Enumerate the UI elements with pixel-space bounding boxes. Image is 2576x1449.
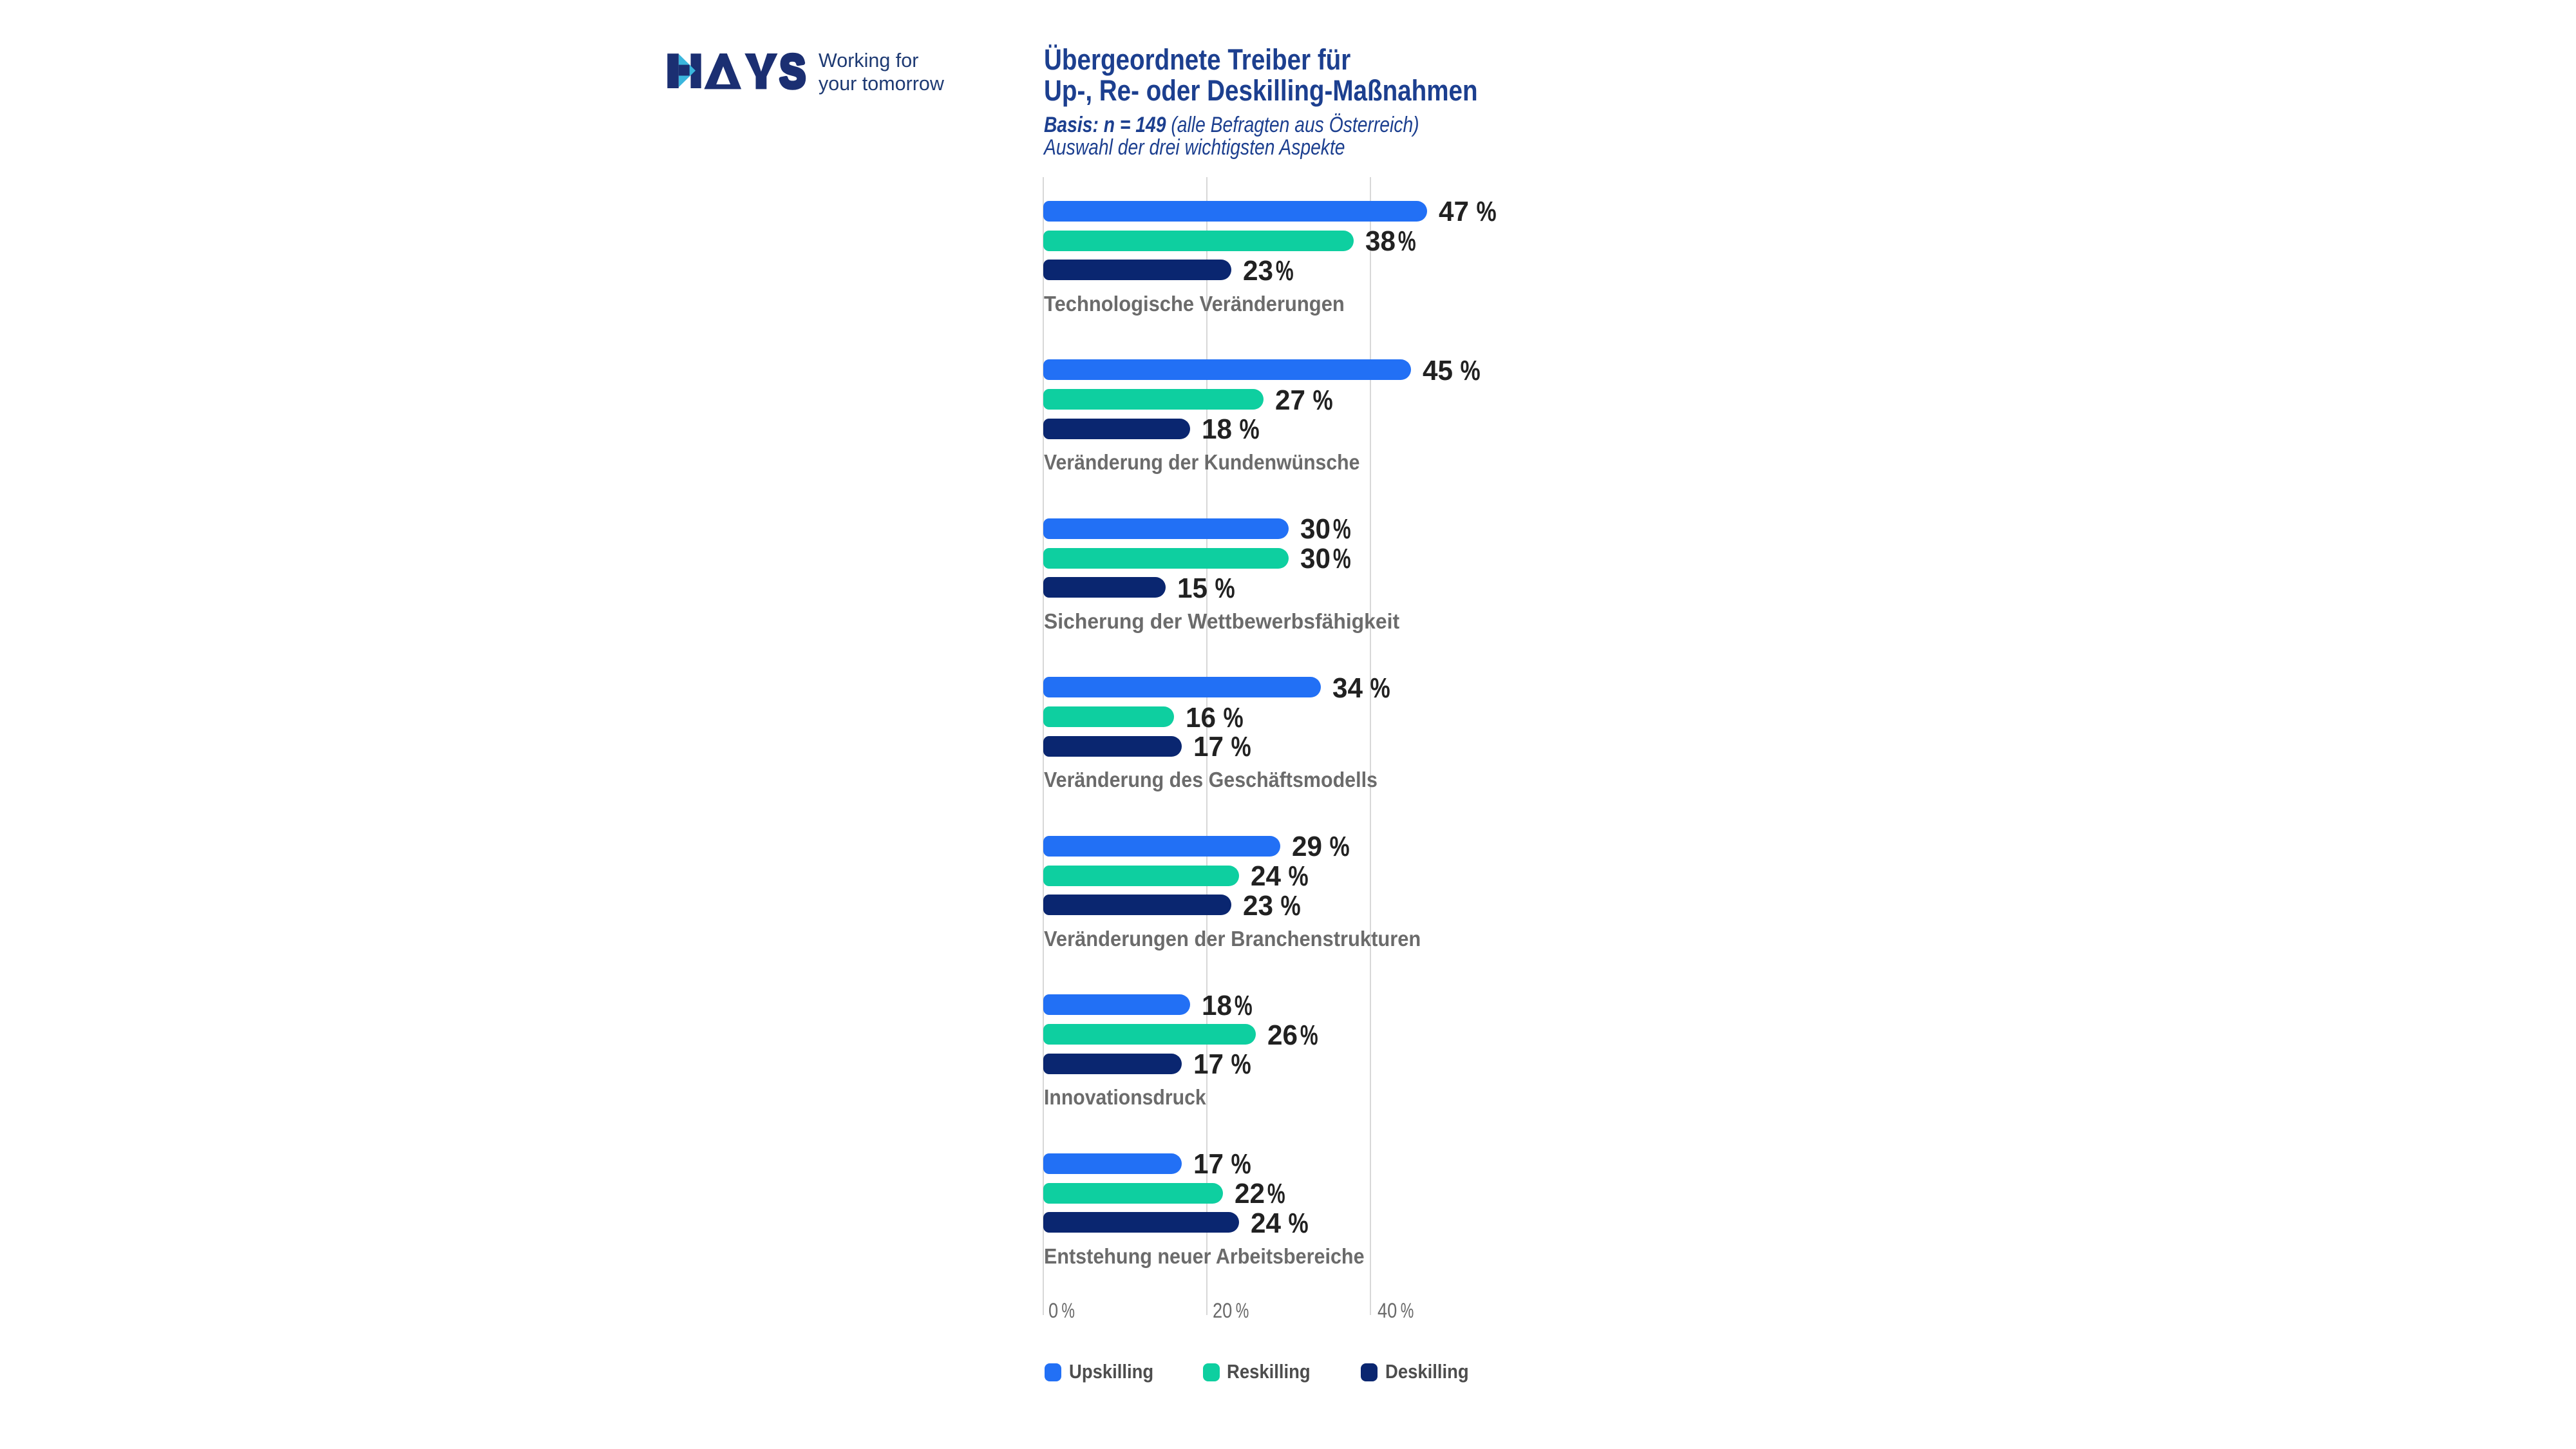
svg-text:S: S <box>780 46 806 98</box>
